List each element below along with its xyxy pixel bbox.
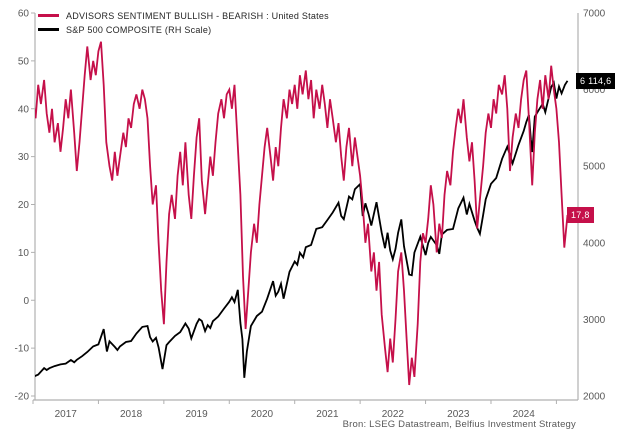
sentiment-line-swatch-icon [38,14,59,17]
right-axis-tick-label: 7000 [583,9,606,20]
x-axis-year-label: 2023 [447,409,470,420]
right-axis-tick-label: 3000 [583,315,606,326]
legend: ADVISORS SENTIMENT BULLISH - BEARISH : U… [38,9,329,36]
x-axis-year-label: 2017 [55,409,78,420]
sp500-series-line [35,80,569,378]
legend-item-sp500: S&P 500 COMPOSITE (RH Scale) [38,23,329,36]
left-axis-tick-label: 30 [18,152,30,163]
left-axis-tick-label: -20 [15,392,30,403]
x-axis-year-label: 2018 [120,409,143,420]
right-axis-tick-label: 6000 [583,85,606,96]
sentiment-last-value-badge: 17,8 [567,207,594,224]
left-axis-tick-label: 10 [18,248,30,259]
x-axis-year-label: 2020 [251,409,274,420]
sentiment-series-line [35,41,569,386]
left-axis-tick-label: -10 [15,344,30,355]
x-axis-year-label: 2019 [185,409,208,420]
legend-label-sentiment: ADVISORS SENTIMENT BULLISH - BEARISH : U… [66,10,329,21]
legend-label-sp500: S&P 500 COMPOSITE (RH Scale) [66,24,212,35]
x-axis-year-label: 2021 [316,409,339,420]
sp500-line-swatch-icon [38,28,59,31]
series-group [35,41,569,386]
x-axis-year-label: 2022 [382,409,405,420]
right-axis-tick-label: 4000 [583,238,606,249]
left-axis-tick-label: 40 [18,104,30,115]
sp500-last-value-badge: 6 114,6 [576,72,616,89]
legend-item-sentiment: ADVISORS SENTIMENT BULLISH - BEARISH : U… [38,9,329,22]
left-axis-tick-label: 20 [18,200,30,211]
source-note: Bron: LSEG Datastream, Belfius Investmen… [342,419,576,430]
right-axis-tick-label: 5000 [583,162,606,173]
x-axis-year-label: 2024 [513,409,536,420]
left-axis-tick-label: 0 [23,296,29,307]
left-axis-tick-label: 50 [18,56,30,67]
right-axis-tick-label: 2000 [583,392,606,403]
left-axis-tick-label: 60 [18,9,30,20]
